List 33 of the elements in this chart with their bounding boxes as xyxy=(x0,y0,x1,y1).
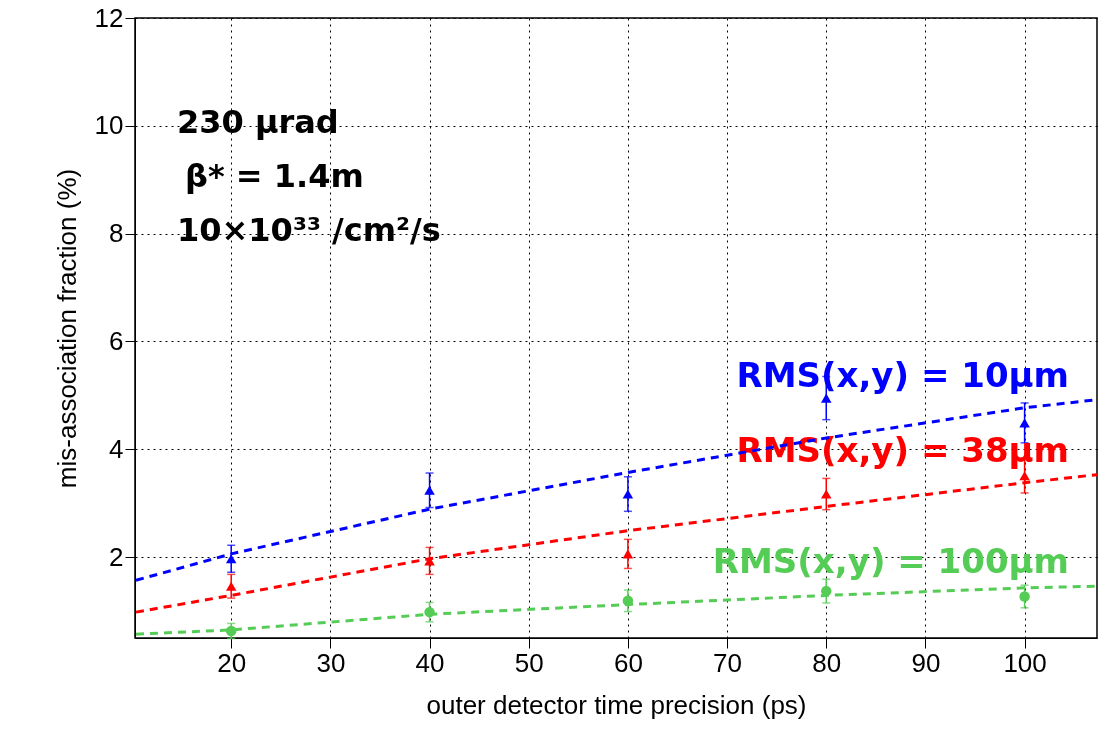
y-tick-label: 2 xyxy=(109,541,124,572)
annotation: β* = 1.4m xyxy=(185,157,364,195)
y-tick-label: 4 xyxy=(109,433,124,464)
x-tick-label: 20 xyxy=(217,647,247,678)
x-tick-label: 100 xyxy=(1003,647,1047,678)
series-label: RMS(x,y) = 100µm xyxy=(712,541,1069,582)
x-tick-label: 70 xyxy=(713,647,743,678)
x-axis-title: outer detector time precision (ps) xyxy=(426,689,807,720)
point xyxy=(821,489,832,499)
point xyxy=(1019,591,1030,602)
annotation: 230 µrad xyxy=(177,103,339,141)
y-tick-label: 6 xyxy=(109,325,124,356)
x-tick-label: 30 xyxy=(316,647,346,678)
y-tick-label: 10 xyxy=(94,110,124,141)
y-tick-label: 8 xyxy=(109,218,124,249)
x-tick-label: 60 xyxy=(613,647,643,678)
annotation: 10×10³³ /cm²/s xyxy=(177,211,441,249)
x-tick-label: 40 xyxy=(415,647,445,678)
point xyxy=(821,393,832,403)
y-axis-title: mis-association fraction (%) xyxy=(51,168,82,489)
y-tick-label: 12 xyxy=(94,2,124,33)
point xyxy=(1019,418,1030,428)
point xyxy=(424,485,435,495)
x-tick-label: 50 xyxy=(514,647,544,678)
point xyxy=(622,549,634,559)
series-label: RMS(x,y) = 10µm xyxy=(736,354,1069,395)
point xyxy=(225,554,237,564)
series-label: RMS(x,y) = 38µm xyxy=(736,429,1069,470)
x-tick-label: 80 xyxy=(812,647,842,678)
point xyxy=(1019,471,1030,481)
x-tick-label: 90 xyxy=(911,647,941,678)
point xyxy=(225,581,237,591)
point xyxy=(622,489,634,499)
